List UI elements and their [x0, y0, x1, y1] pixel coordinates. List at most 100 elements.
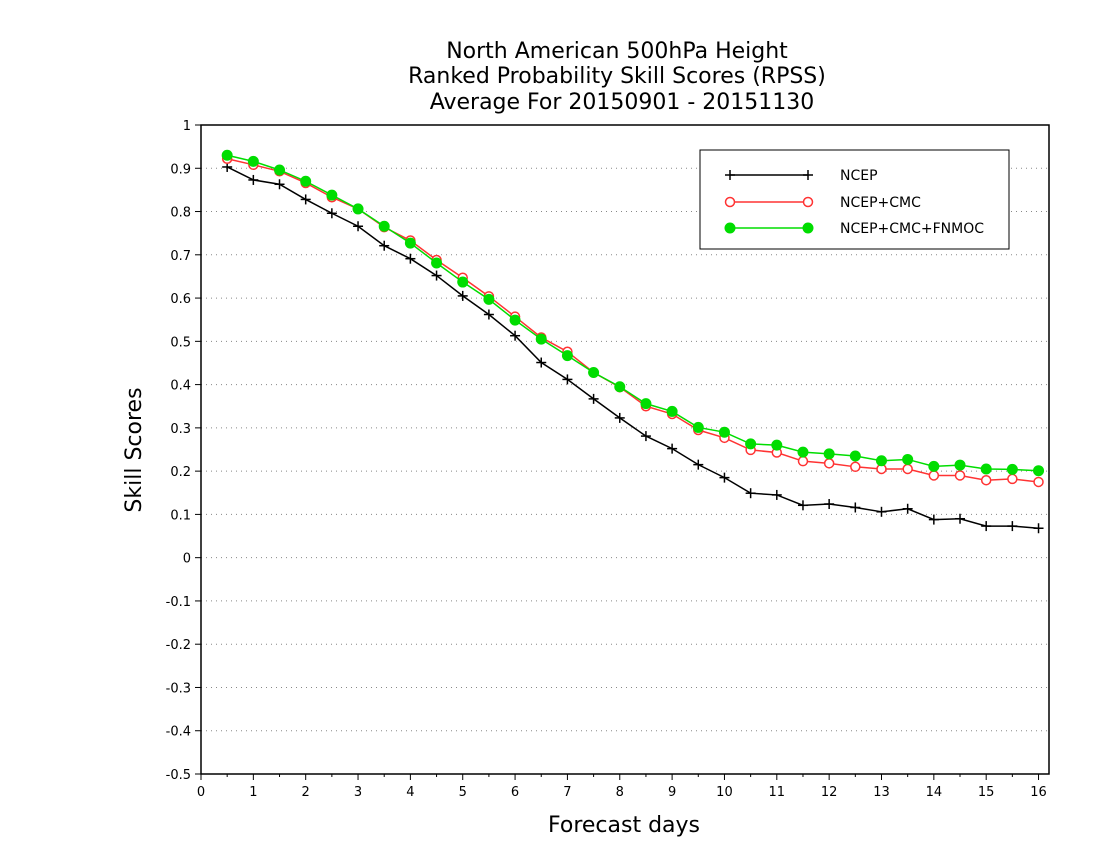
legend-marker [724, 222, 736, 234]
data-point [771, 489, 782, 500]
axis-ticks: 1 0.9 0.8 0.7 0.6 0.5 0.4 0.3 0.2 0.1 0 -0.1 -0.2 -0.… [166, 119, 1047, 800]
data-point [300, 175, 312, 187]
plot-frame [200, 124, 1050, 775]
data-point [928, 514, 939, 525]
y-tick-label: -0.2 [166, 638, 191, 653]
x-tick-label: 7 [563, 785, 571, 800]
legend-label: NCEP+CMC+FNMOC [840, 221, 984, 237]
data-point [614, 412, 625, 423]
x-tick-label: 16 [1030, 785, 1047, 800]
data-point [274, 179, 285, 190]
data-point [378, 220, 390, 232]
data-point [431, 270, 442, 281]
y-tick-label: 0.6 [170, 292, 191, 307]
data-point [928, 470, 940, 481]
data-point [1007, 521, 1018, 532]
data-point [955, 513, 966, 524]
data-point [1033, 476, 1044, 488]
x-axis-label: Forecast days [548, 813, 700, 838]
data-point [849, 450, 861, 462]
data-point [536, 357, 547, 368]
data-point [876, 506, 887, 517]
data-point [248, 174, 259, 185]
data-point [1007, 473, 1018, 485]
y-tick-label: 0.1 [170, 508, 191, 523]
data-point [850, 502, 861, 513]
data-point [1033, 523, 1044, 534]
data-point [928, 460, 940, 472]
data-point [535, 333, 547, 345]
data-point [509, 314, 521, 326]
legend-marker [803, 170, 813, 180]
legend-box [699, 149, 1010, 250]
data-point [483, 309, 494, 320]
data-point [457, 290, 468, 301]
y-tick-label: -0.3 [166, 681, 191, 696]
y-tick-label: 0.8 [170, 206, 191, 221]
x-tick-label: 12 [821, 785, 838, 800]
data-point [483, 293, 495, 305]
data-point [353, 221, 364, 232]
data-point [405, 253, 416, 264]
x-tick-label: 11 [769, 785, 786, 800]
y-tick-label: 0 [183, 552, 191, 567]
data-point [693, 459, 704, 470]
x-tick-label: 2 [302, 785, 310, 800]
legend-marker [802, 196, 814, 208]
data-point [875, 455, 887, 467]
data-point [1033, 465, 1045, 477]
data-point [667, 443, 678, 454]
y-tick-label: 0.3 [170, 422, 191, 437]
data-point [640, 398, 652, 410]
series-2 [221, 149, 1045, 477]
y-tick-label: -0.4 [166, 725, 191, 740]
chart-title-line-1: North American 500hPa Height [446, 39, 788, 64]
legend-entry-0: NCEP [725, 168, 878, 184]
data-point [954, 470, 966, 481]
data-point [850, 461, 861, 473]
data-point [745, 438, 757, 450]
x-tick-label: 5 [459, 785, 467, 800]
x-tick-label: 3 [354, 785, 362, 800]
data-point [823, 458, 835, 469]
data-point [326, 189, 338, 201]
legend: NCEP NCEP+CMC NCEP+CMC+FNMOC [699, 149, 1010, 250]
data-point [300, 194, 311, 205]
data-point [666, 405, 678, 417]
x-tick-label: 1 [249, 785, 257, 800]
data-point [247, 155, 259, 167]
x-tick-label: 9 [668, 785, 676, 800]
y-tick-label: -0.5 [166, 768, 191, 783]
data-point [797, 500, 808, 511]
data-point [980, 463, 992, 475]
legend-label: NCEP [840, 168, 878, 184]
chart-title-line-3: Average For 20150901 - 20151130 [430, 90, 815, 115]
data-point [719, 472, 730, 483]
data-point [718, 426, 730, 438]
y-tick-label: 0.7 [170, 249, 191, 264]
y-tick-label: -0.1 [166, 595, 191, 610]
data-point [902, 503, 913, 514]
data-point [457, 276, 469, 288]
y-tick-label: 0.9 [170, 162, 191, 177]
data-point [326, 208, 337, 219]
legend-entry-2: NCEP+CMC+FNMOC [724, 221, 984, 237]
series-layer [221, 149, 1045, 534]
legend-label: NCEP+CMC [840, 195, 921, 211]
chart-title: North American 500hPa Height Ranked Prob… [408, 39, 826, 115]
data-point [824, 499, 835, 510]
data-point [771, 439, 783, 451]
y-tick-label: 0.5 [170, 335, 191, 350]
data-point [431, 257, 443, 269]
data-point [902, 463, 913, 475]
data-point [980, 474, 992, 486]
data-point [640, 431, 651, 442]
series-0 [222, 161, 1044, 534]
data-point [352, 203, 364, 215]
legend-marker [724, 196, 736, 208]
legend-entry-1: NCEP+CMC [724, 195, 921, 211]
data-point [902, 453, 914, 465]
data-point [823, 448, 835, 460]
legend-marker [725, 170, 735, 180]
